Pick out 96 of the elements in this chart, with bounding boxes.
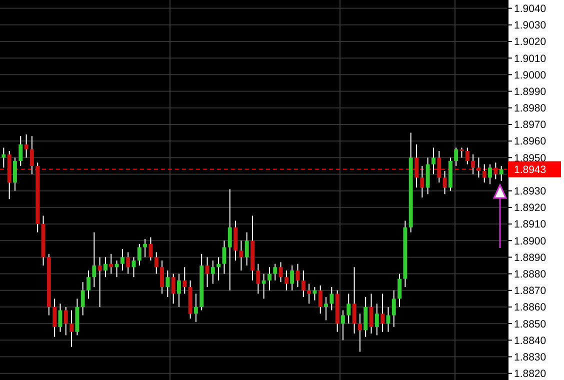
y-tick-label: 1.9000 (514, 69, 546, 82)
candlestick (431, 147, 436, 175)
candlestick (222, 240, 226, 274)
candlestick (234, 220, 238, 262)
candlestick (494, 162, 498, 180)
candlestick (374, 303, 379, 336)
y-tick-label: 1.8970 (514, 119, 546, 132)
candlestick (324, 296, 328, 321)
candlestick (18, 136, 23, 166)
candlestick (154, 252, 158, 274)
y-tick-label: 1.8830 (514, 351, 546, 364)
candlestick (244, 232, 249, 266)
candlestick (284, 270, 288, 291)
candlestick (70, 310, 74, 348)
candlestick (58, 303, 62, 332)
y-tick-label: 1.8990 (514, 86, 546, 98)
y-tick-label: 1.8860 (514, 302, 546, 314)
candlestick (80, 282, 85, 316)
candlestick (352, 266, 356, 334)
y-tick-label: 1.8980 (514, 102, 546, 115)
candlestick (341, 310, 345, 341)
candlestick (482, 164, 486, 184)
y-tick-label: 1.8910 (514, 218, 546, 231)
candlestick (24, 134, 28, 158)
candlestick (239, 240, 244, 271)
candlestick (454, 147, 458, 166)
candlestick (380, 293, 385, 332)
candlestick (2, 147, 6, 168)
candlestick (312, 286, 317, 301)
y-tick-label: 1.8870 (514, 285, 546, 298)
y-tick-label: 1.8880 (514, 268, 546, 280)
candlestick (109, 253, 114, 274)
candlestick (120, 248, 124, 271)
candlestick (358, 313, 362, 352)
y-tick-label: 1.9040 (514, 2, 546, 15)
candlestick (210, 260, 215, 284)
y-tick-label: 1.8850 (514, 318, 546, 330)
candlestick (143, 238, 148, 258)
y-tick-label: 1.8920 (514, 202, 546, 214)
candlestick (392, 290, 396, 328)
y-tick-label: 1.9030 (514, 20, 546, 32)
candlestick (30, 136, 34, 175)
candlestick (273, 263, 278, 281)
candlestick (420, 165, 424, 198)
y-tick-label: 1.8950 (514, 152, 546, 164)
candlestick (256, 263, 260, 294)
candlestick (171, 273, 176, 304)
y-tick-label: 1.8960 (514, 136, 546, 148)
candlestick (52, 298, 57, 338)
y-tick-label: 1.8840 (514, 334, 546, 347)
candlestick (205, 256, 210, 288)
candlestick (182, 266, 187, 294)
candlestick (465, 147, 470, 165)
candlestick (364, 296, 368, 338)
y-tick-label: 1.8890 (514, 252, 546, 264)
candlestick (177, 273, 181, 308)
ref-line-label: 1.8943 (514, 164, 546, 176)
y-tick-label: 1.8820 (514, 368, 546, 380)
candlestick (414, 144, 418, 188)
candlestick (262, 273, 266, 300)
candlestick (398, 273, 402, 308)
candlestick (103, 256, 108, 278)
candlestick (126, 252, 130, 274)
candlestick (290, 265, 294, 291)
y-tick-label: 1.8930 (514, 186, 546, 198)
candlestick (92, 232, 96, 288)
candlestick (442, 170, 447, 195)
y-tick-label: 1.8900 (514, 235, 546, 248)
candlestick (228, 188, 232, 291)
candlestick (98, 256, 102, 308)
candlestick (267, 266, 272, 291)
candlestick (13, 157, 17, 192)
candlestick (386, 306, 390, 332)
candlestick (488, 164, 492, 185)
candlestick (64, 306, 68, 336)
candlestick (301, 270, 306, 298)
candlestick (318, 284, 322, 314)
candlestick (499, 165, 504, 182)
candlestick (346, 293, 351, 324)
candlestick (471, 154, 476, 175)
candlestick (160, 260, 164, 294)
candlestick (166, 270, 170, 298)
candlestick (86, 270, 90, 300)
candlestick (216, 256, 221, 281)
candlestick (307, 283, 312, 304)
candlestick (437, 150, 442, 184)
candlestick (148, 236, 153, 262)
candlestick (476, 157, 481, 178)
candlestick (137, 243, 142, 266)
candlestick (114, 260, 119, 278)
y-tick-label: 1.9020 (514, 36, 546, 48)
candlestick (330, 286, 334, 311)
candlestick (278, 262, 283, 283)
candlestick (426, 157, 430, 195)
y-tick-label: 1.9010 (514, 52, 546, 65)
candlestick (194, 293, 198, 322)
